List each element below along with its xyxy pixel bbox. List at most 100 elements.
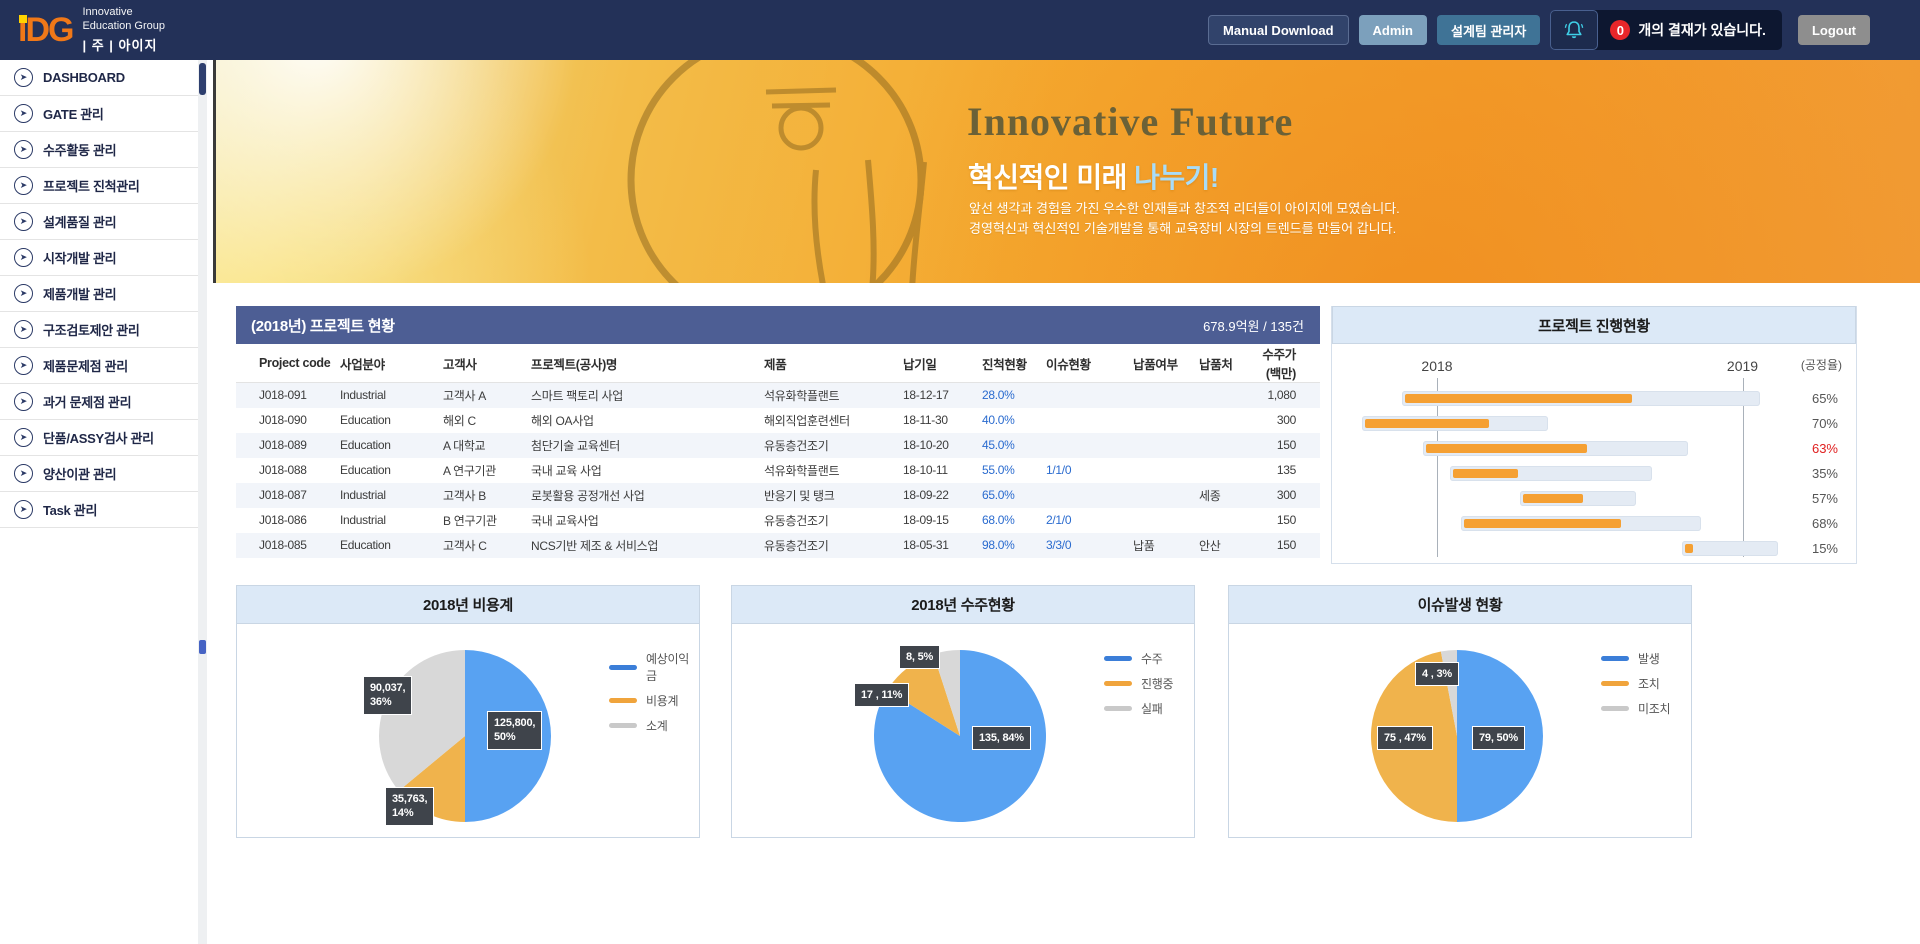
table-cell: 유동층건조기 bbox=[764, 532, 903, 558]
legend-item: 소계 bbox=[609, 717, 699, 734]
sidebar-item-12[interactable]: ➤ Task 관리 bbox=[0, 492, 198, 528]
logout-button[interactable]: Logout bbox=[1797, 15, 1870, 45]
pie-data-label: 35,763, 14% bbox=[385, 787, 435, 826]
table-column-header: 납품처 bbox=[1199, 344, 1259, 383]
gantt-row: 68% bbox=[1342, 511, 1846, 536]
table-cell: J018-085 bbox=[236, 532, 340, 558]
table-row[interactable]: J018-090 Education 해외 C 해외 OA사업 해외직업훈련센터 18-1… bbox=[236, 408, 1320, 433]
table-column-header: 프로젝트(공사)명 bbox=[531, 344, 764, 383]
table-row[interactable]: J018-087 Industrial 고객사 B 로봇활용 공정개선 사업 반응기 및… bbox=[236, 482, 1320, 508]
table-cell: J018-090 bbox=[259, 413, 307, 427]
sidebar-item-7[interactable]: ➤ 구조검토제안 관리 bbox=[0, 312, 198, 348]
gantt-progress-label: 70% bbox=[1811, 416, 1838, 431]
sidebar-item-8[interactable]: ➤ 제품문제점 관리 bbox=[0, 348, 198, 384]
logo-subtitle-line1: Innovative bbox=[82, 5, 133, 18]
table-column-header: 진척현황 bbox=[982, 344, 1046, 383]
gantt-bar-area bbox=[1342, 461, 1788, 486]
table-cell: 반응기 및 탱크 bbox=[764, 482, 903, 508]
table-cell: 18-12-17 bbox=[903, 382, 982, 408]
gantt-track bbox=[1519, 491, 1637, 506]
sidebar-item-4[interactable]: ➤ 설계품질 관리 bbox=[0, 204, 198, 240]
scrollbar-thumb[interactable] bbox=[199, 63, 206, 95]
logo-text: iDG bbox=[18, 11, 74, 49]
sidebar-item-1[interactable]: ➤ GATE 관리 bbox=[0, 96, 198, 132]
banner-subtitle: 혁신적인 미래 나누기! bbox=[968, 156, 1219, 196]
table-cell: 석유화학플랜트 bbox=[764, 463, 840, 478]
banner-title: Innovative Future bbox=[967, 99, 1294, 144]
sidebar-item-3[interactable]: ➤ 프로젝트 진척관리 bbox=[0, 168, 198, 204]
pie-slice-수주 bbox=[874, 650, 1047, 822]
table-cell: 18-10-20 bbox=[903, 432, 982, 458]
chevron-right-icon: ➤ bbox=[14, 104, 33, 123]
gantt-row: 70% bbox=[1342, 411, 1846, 436]
sidebar-item-label: 프로젝트 진척관리 bbox=[43, 179, 140, 194]
issues-pie-chart: 79, 50% 75 , 47% 4 , 3% 발생 조치 미조치 bbox=[1229, 624, 1691, 838]
table-cell: 유동층건조기 bbox=[764, 513, 829, 528]
sidebar-item-label: 과거 문제점 관리 bbox=[43, 395, 132, 410]
table-cell bbox=[1133, 508, 1199, 533]
legend-color-mark bbox=[1601, 656, 1629, 661]
gantt-gridline bbox=[1436, 378, 1438, 557]
chevron-right-icon: ➤ bbox=[14, 248, 33, 267]
sidebar-item-9[interactable]: ➤ 과거 문제점 관리 bbox=[0, 384, 198, 420]
table-cell bbox=[1133, 382, 1199, 408]
sidebar-item-label: 시작개발 관리 bbox=[43, 251, 117, 266]
sidebar-item-0[interactable]: ➤ DASHBOARD bbox=[0, 60, 198, 96]
sidebar-item-11[interactable]: ➤ 양산이관 관리 bbox=[0, 456, 198, 492]
table-cell: 고객사 C bbox=[443, 532, 531, 558]
gantt-gridline bbox=[1742, 378, 1744, 557]
table-cell: 안산 bbox=[1199, 532, 1259, 558]
manual-download-button[interactable]: Manual Download bbox=[1208, 15, 1349, 45]
chevron-right-icon: ➤ bbox=[14, 68, 33, 87]
table-row[interactable]: J018-089 Education A 대학교 첨단기술 교육센터 유동층건조기 18-… bbox=[236, 432, 1320, 458]
table-cell: Education bbox=[340, 413, 391, 427]
legend-color-mark bbox=[1601, 706, 1629, 711]
table-cell: A 대학교 bbox=[443, 432, 531, 458]
light-bulb-illustration bbox=[627, 60, 927, 283]
table-cell: 28.0% bbox=[982, 382, 1046, 408]
bell-button[interactable] bbox=[1550, 10, 1599, 50]
table-column-header: 납품여부 bbox=[1133, 344, 1199, 383]
table-cell: J018-088 bbox=[259, 463, 307, 477]
sidebar-item-2[interactable]: ➤ 수주활동 관리 bbox=[0, 132, 198, 168]
sidebar-item-6[interactable]: ➤ 제품개발 관리 bbox=[0, 276, 198, 312]
legend-color-mark bbox=[1601, 681, 1629, 686]
scrollbar-marker[interactable] bbox=[199, 640, 206, 654]
legend-label: 비용계 bbox=[646, 694, 679, 708]
table-row[interactable]: J018-088 Education A 연구기관 국내 교육 사업 석유화학플랜트 18… bbox=[236, 458, 1320, 483]
sidebar-item-label: 설계품질 관리 bbox=[43, 215, 117, 230]
gantt-chart: 2018 2019 (공정율) 65% 70% 63% 35% 57% 68% 15% bbox=[1332, 344, 1856, 561]
sidebar-item-10[interactable]: ➤ 단품/ASSY검사 관리 bbox=[0, 420, 198, 456]
table-cell: 18-09-15 bbox=[903, 513, 949, 527]
sidebar-item-label: 양산이관 관리 bbox=[43, 467, 117, 482]
table-column-header: Project code bbox=[236, 344, 340, 383]
legend-item: 예상이익금 bbox=[609, 650, 699, 684]
gantt-row: 35% bbox=[1342, 461, 1846, 486]
pie-data-label: 79, 50% bbox=[1472, 726, 1525, 751]
table-row[interactable]: J018-085 Education 고객사 C NCS기반 제조 & 서비스업 유동층… bbox=[236, 532, 1320, 558]
logo-mark: iDG bbox=[18, 11, 74, 49]
pie-data-label: 8, 5% bbox=[899, 645, 941, 670]
table-cell: 세종 bbox=[1199, 482, 1259, 508]
table-row[interactable]: J018-086 Industrial B 연구기관 국내 교육사업 유동층건조기 18-… bbox=[236, 508, 1320, 533]
legend-label: 소계 bbox=[646, 719, 668, 733]
gantt-track bbox=[1422, 441, 1688, 456]
sidebar-item-5[interactable]: ➤ 시작개발 관리 bbox=[0, 240, 198, 276]
design-team-admin-button[interactable]: 설계팀 관리자 bbox=[1436, 15, 1541, 45]
approval-count-badge: 0 bbox=[1610, 20, 1631, 40]
table-cell: 68.0% bbox=[982, 513, 1015, 527]
gantt-unit-label: (공정율) bbox=[1800, 358, 1842, 372]
chevron-right-icon: ➤ bbox=[14, 428, 33, 447]
logo[interactable]: iDG Innovative Education Group | 주 | 아이지 bbox=[18, 6, 165, 55]
table-cell: A 연구기관 bbox=[443, 463, 497, 478]
orders-pie-chart: 135, 84% 17 , 11% 8, 5% 수주 진행중 실패 bbox=[732, 624, 1194, 838]
table-cell: Education bbox=[340, 463, 391, 477]
table-cell: 3/3/0 bbox=[1046, 532, 1133, 558]
table-row[interactable]: J018-091 Industrial 고객사 A 스마트 팩토리 사업 석유화학플랜트… bbox=[236, 382, 1320, 408]
banner-subtitle-accent: 나누기! bbox=[1134, 162, 1219, 193]
cost-pie-chart: 125,800, 50% 35,763, 14% 90,037, 36% 예상이익금 비… bbox=[237, 624, 699, 838]
table-cell: 첨단기술 교육센터 bbox=[531, 432, 764, 458]
table-cell bbox=[1199, 432, 1259, 458]
admin-button[interactable]: Admin bbox=[1358, 15, 1427, 45]
legend-item: 실패 bbox=[1104, 700, 1173, 717]
